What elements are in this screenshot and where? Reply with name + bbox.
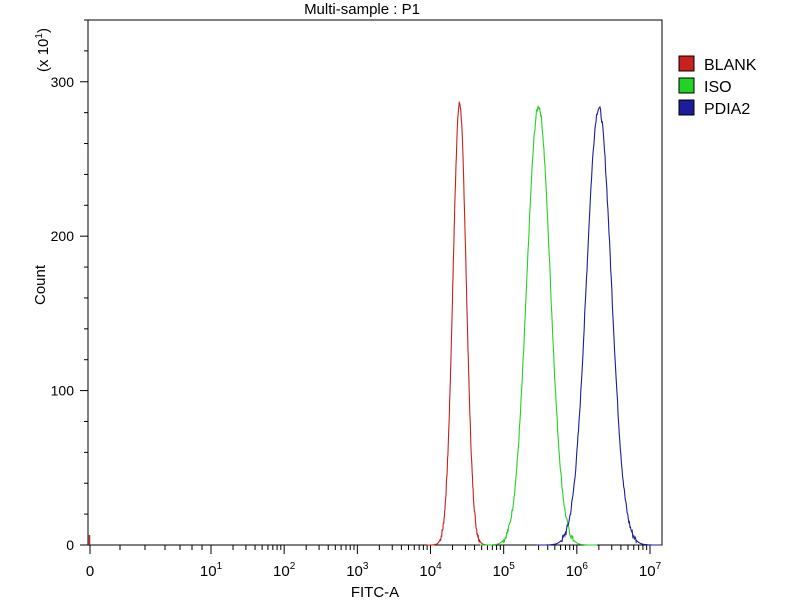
series-line-iso (480, 105, 598, 546)
chart-title: Multi-sample : P1 (304, 1, 420, 18)
legend-label: ISO (704, 79, 732, 96)
x-tick-label: 102 (273, 561, 296, 580)
y-tick-label: 100 (51, 383, 75, 399)
plot-frame (87, 19, 663, 546)
histogram-series (88, 101, 662, 546)
x-tick-label: 101 (200, 561, 223, 580)
y-multiplier-exponent: 1 (34, 33, 45, 39)
legend-swatch (678, 55, 695, 72)
legend-label: BLANK (704, 57, 757, 74)
series-line-blank (426, 101, 493, 546)
x-tick-label: 105 (493, 561, 516, 580)
x-tick-label: 106 (566, 561, 589, 580)
y-tick-label: 0 (66, 537, 74, 553)
legend-swatch (678, 77, 695, 94)
x-tick-label: 0 (86, 563, 94, 580)
y-tick-label: 300 (51, 74, 75, 90)
legend: BLANK ISO PDIA2 (678, 55, 757, 118)
x-tick-label: 104 (419, 561, 442, 580)
x-tick-label: 107 (639, 561, 662, 580)
y-multiplier-label: (x 101) (34, 28, 52, 72)
x-axis-ticks: 0 101 102 103 104 105 106 107 (86, 545, 662, 580)
y-axis-ticks: 0 100 200 300 (51, 19, 88, 553)
y-tick-label: 200 (51, 228, 75, 244)
series-line-pdia2 (536, 106, 662, 546)
x-tick-label: 103 (346, 561, 369, 580)
y-axis-label: Count (32, 264, 49, 305)
legend-label: PDIA2 (704, 101, 750, 118)
x-axis-label: FITC-A (351, 584, 399, 600)
legend-swatch (678, 99, 695, 116)
